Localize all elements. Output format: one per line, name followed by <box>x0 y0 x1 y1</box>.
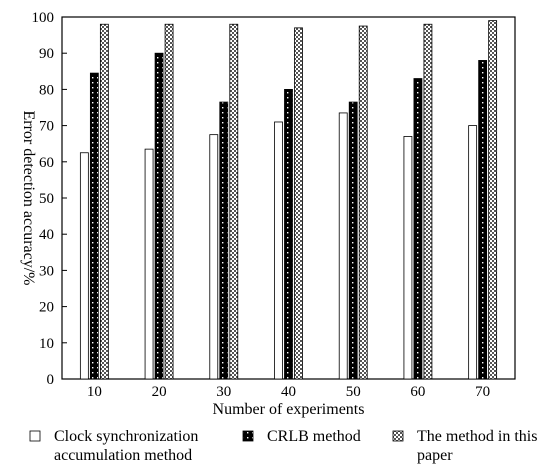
plot-area: 0 10 20 30 40 50 60 70 80 90 100 10 20 30 40 50 60 70 Numb… <box>20 10 516 418</box>
y-tick-label: 80 <box>39 82 54 98</box>
bar-3 <box>229 23 239 380</box>
x-tick-label: 70 <box>475 384 490 400</box>
y-tick-label: 10 <box>39 336 54 352</box>
legend-swatch-2 <box>242 430 254 442</box>
x-tick-label: 40 <box>281 384 296 400</box>
bar-1 <box>209 134 219 380</box>
bar-3 <box>294 27 303 380</box>
bar-1 <box>79 152 89 380</box>
x-tick-label: 50 <box>346 384 361 400</box>
x-tick-label: 60 <box>410 384 425 400</box>
bar-2 <box>219 101 229 380</box>
bar-1 <box>338 112 348 380</box>
bar-2 <box>284 89 293 380</box>
legend-swatch-3 <box>392 430 404 442</box>
y-tick-label: 90 <box>39 46 54 62</box>
y-tick-label: 50 <box>39 191 54 207</box>
y-tick-label: 30 <box>39 263 54 279</box>
bar-2 <box>89 72 99 380</box>
y-tick-label: 100 <box>32 10 55 26</box>
y-tick-label: 70 <box>39 119 54 135</box>
bar-3 <box>99 23 109 380</box>
bar-1 <box>403 136 413 380</box>
bar-2 <box>478 60 488 380</box>
legend-label-1: Clock synchronization <box>54 428 198 445</box>
bar-3 <box>488 20 498 380</box>
x-tick-label: 30 <box>216 384 231 400</box>
x-tick-label: 20 <box>152 384 167 400</box>
bar-2 <box>154 52 164 380</box>
y-tick-label: 60 <box>39 155 54 171</box>
y-tick-label: 40 <box>39 227 54 243</box>
bar-2 <box>348 101 358 380</box>
bar-3 <box>164 23 174 380</box>
y-axis-title: Error detection accuracy/% <box>20 110 37 285</box>
x-axis-title: Number of experiments <box>213 401 365 418</box>
bar-1 <box>468 125 478 380</box>
bar-1 <box>274 121 283 380</box>
bar-1 <box>144 148 154 380</box>
bar-3 <box>423 23 433 380</box>
legend: Clock synchronization accumulation method… <box>29 428 537 464</box>
x-tick-label: 10 <box>87 384 102 400</box>
legend-label-2: CRLB method <box>267 428 361 445</box>
y-tick-label: 0 <box>47 372 55 388</box>
bar-3 <box>358 25 368 380</box>
y-tick-label: 20 <box>39 300 54 316</box>
legend-label-1: accumulation method <box>54 447 192 464</box>
bar-2 <box>413 78 423 380</box>
legend-label-3: The method in this <box>417 428 537 445</box>
legend-label-3: paper <box>417 447 453 464</box>
legend-swatch-1 <box>29 430 41 442</box>
